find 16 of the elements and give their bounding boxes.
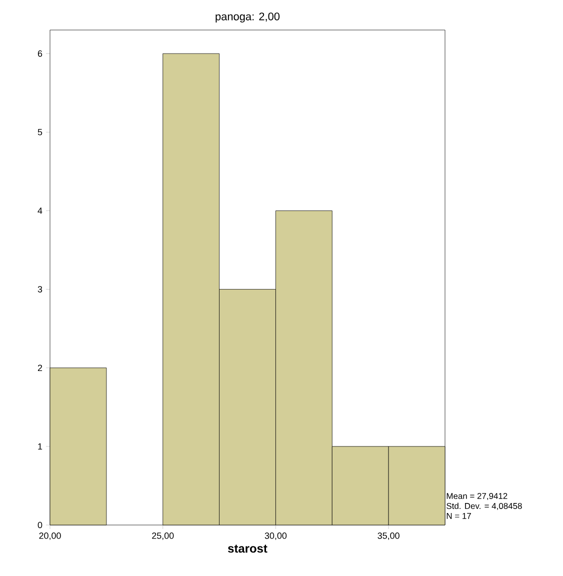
x-tick-label: 30,00 [264,532,287,540]
y-tick-label: 2 [38,364,42,371]
text: Mean = 27,9412 [446,493,508,500]
y-tick-label: 3 [38,286,42,292]
text: Std. Dev. = 4,08458 [446,502,522,510]
x-tick-label: 20,00 [39,532,61,540]
y-tick-label: 6 [38,50,42,57]
chart-title: panoga: 2,00 [216,12,280,22]
y-tick-label: 4 [38,208,42,214]
x-tick-label: 25,00 [152,532,174,540]
y-tick-label: 0 [38,522,42,528]
x-axis-title: starost [228,544,268,553]
x-tick-label: 35,00 [378,532,400,540]
y-tick-label: 1 [38,443,42,450]
y-tick-label: 5 [38,129,42,136]
text: N = 17 [446,513,471,519]
